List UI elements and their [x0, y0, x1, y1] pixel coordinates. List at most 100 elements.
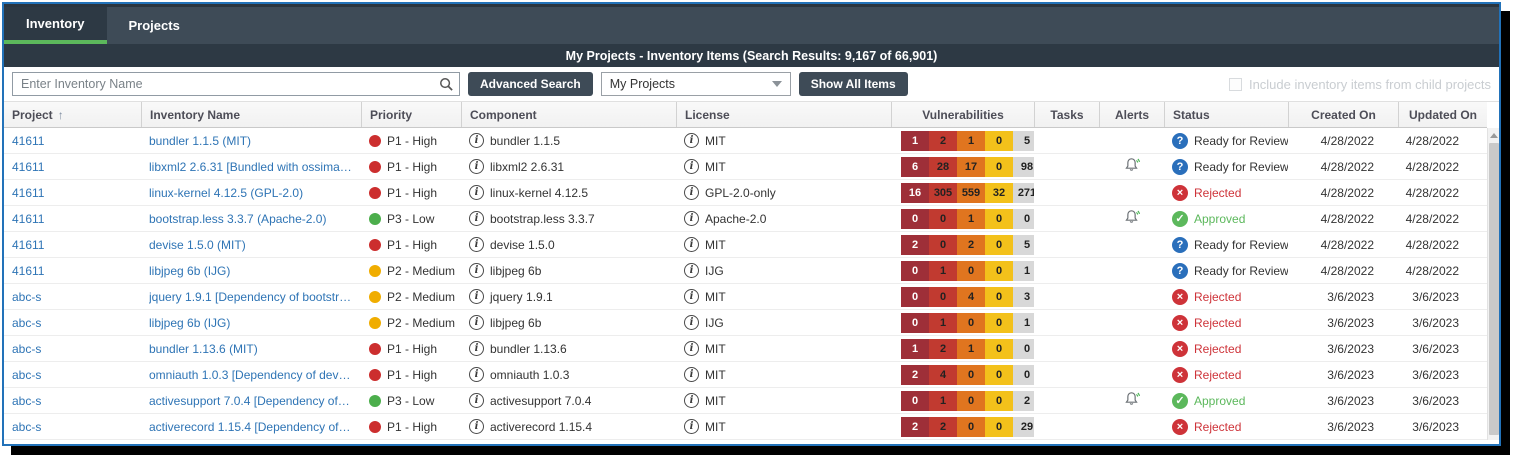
- column-header-created-on[interactable]: Created On: [1288, 102, 1398, 127]
- search-icon[interactable]: [433, 73, 459, 95]
- inventory-name-link[interactable]: bundler 1.13.6 (MIT): [149, 341, 258, 356]
- inventory-name-link[interactable]: jquery 1.9.1 [Dependency of bootstrap.le…: [149, 289, 353, 304]
- project-link[interactable]: abc-s: [12, 341, 42, 356]
- inventory-name-link[interactable]: devise 1.5.0 (MIT): [149, 237, 246, 252]
- license-info-icon[interactable]: i: [684, 211, 699, 226]
- column-header-tasks[interactable]: Tasks: [1034, 102, 1099, 127]
- priority-label: P3 - Low: [387, 211, 435, 226]
- show-all-items-button[interactable]: Show All Items: [798, 72, 908, 96]
- component-info-icon[interactable]: i: [469, 159, 484, 174]
- tasks-cell: [1034, 414, 1099, 439]
- inventory-name-link[interactable]: omniauth 1.0.3 [Dependency of devise 1.5…: [149, 367, 353, 382]
- column-header-license[interactable]: License: [676, 102, 891, 127]
- priority-dot: [369, 290, 381, 303]
- inventory-name-link[interactable]: bundler 1.1.5 (MIT): [149, 133, 252, 148]
- table-row: 41611 devise 1.5.0 (MIT) P1 - High i dev…: [4, 232, 1487, 258]
- table-row: 41611 linux-kernel 4.12.5 (GPL-2.0) P1 -…: [4, 180, 1487, 206]
- project-link[interactable]: 41611: [12, 185, 45, 200]
- license-info-icon[interactable]: i: [684, 185, 699, 200]
- project-link[interactable]: 41611: [12, 133, 45, 148]
- table-row: abc-s bundler 1.13.6 (MIT) P1 - High i b…: [4, 336, 1487, 362]
- vulnerability-bar[interactable]: 1630555932271: [901, 182, 1034, 203]
- alert-bell-icon[interactable]: [1122, 389, 1141, 412]
- license-name: MIT: [705, 133, 726, 148]
- vertical-scrollbar[interactable]: [1487, 128, 1499, 440]
- vulnerability-count: 0: [901, 312, 929, 333]
- priority-label: P2 - Medium: [387, 263, 456, 278]
- include-child-projects-checkbox[interactable]: [1228, 77, 1242, 91]
- inventory-name-link[interactable]: libxml2 2.6.31 [Bundled with ossimage 7.…: [149, 159, 353, 174]
- scroll-up-arrow-icon[interactable]: [1488, 128, 1499, 142]
- license-info-icon[interactable]: i: [684, 237, 699, 252]
- component-info-icon[interactable]: i: [469, 211, 484, 226]
- advanced-search-button[interactable]: Advanced Search: [468, 72, 593, 96]
- vulnerability-bar[interactable]: 2 2 0 0 29: [901, 416, 1034, 437]
- column-header-priority[interactable]: Priority: [361, 102, 461, 127]
- project-link[interactable]: abc-s: [12, 393, 42, 408]
- license-info-icon[interactable]: i: [684, 393, 699, 408]
- tab-projects[interactable]: Projects: [107, 7, 202, 44]
- license-info-icon[interactable]: i: [684, 367, 699, 382]
- toolbar: Advanced Search My Projects Show All Ite…: [4, 67, 1499, 102]
- column-header-component[interactable]: Component: [461, 102, 676, 127]
- component-info-icon[interactable]: i: [469, 133, 484, 148]
- priority-cell: P2 - Medium: [361, 284, 461, 309]
- component-info-icon[interactable]: i: [469, 289, 484, 304]
- license-info-icon[interactable]: i: [684, 289, 699, 304]
- project-link[interactable]: 41611: [12, 263, 45, 278]
- project-link[interactable]: 41611: [12, 159, 45, 174]
- search-input[interactable]: [13, 77, 433, 91]
- license-info-icon[interactable]: i: [684, 315, 699, 330]
- scrollbar-thumb[interactable]: [1489, 143, 1499, 435]
- component-info-icon[interactable]: i: [469, 237, 484, 252]
- license-info-icon[interactable]: i: [684, 419, 699, 434]
- project-link[interactable]: abc-s: [12, 367, 42, 382]
- vulnerability-bar[interactable]: 6 28 17 0 98: [901, 156, 1034, 177]
- component-info-icon[interactable]: i: [469, 263, 484, 278]
- alert-bell-icon[interactable]: [1122, 207, 1141, 230]
- component-info-icon[interactable]: i: [469, 419, 484, 434]
- component-info-icon[interactable]: i: [469, 185, 484, 200]
- alert-bell-icon[interactable]: [1122, 155, 1141, 178]
- inventory-name-link[interactable]: linux-kernel 4.12.5 (GPL-2.0): [149, 185, 304, 200]
- component-info-icon[interactable]: i: [469, 341, 484, 356]
- column-header-updated-on[interactable]: Updated On: [1398, 102, 1487, 127]
- project-link[interactable]: 41611: [12, 211, 45, 226]
- priority-dot: [369, 342, 381, 355]
- project-link[interactable]: abc-s: [12, 289, 42, 304]
- column-header-alerts[interactable]: Alerts: [1099, 102, 1164, 127]
- component-info-icon[interactable]: i: [469, 315, 484, 330]
- component-name: libjpeg 6b: [490, 263, 542, 278]
- license-info-icon[interactable]: i: [684, 133, 699, 148]
- scope-dropdown[interactable]: My Projects: [600, 72, 791, 96]
- component-info-icon[interactable]: i: [469, 393, 484, 408]
- project-link[interactable]: abc-s: [12, 419, 42, 434]
- status-cell: ✓ Approved: [1164, 206, 1288, 231]
- column-header-inventory-name[interactable]: Inventory Name: [141, 102, 361, 127]
- project-link[interactable]: 41611: [12, 237, 45, 252]
- column-header-status[interactable]: Status: [1164, 102, 1288, 127]
- license-info-icon[interactable]: i: [684, 263, 699, 278]
- column-header-project[interactable]: Project ↑: [12, 107, 64, 122]
- inventory-name-link[interactable]: bootstrap.less 3.3.7 (Apache-2.0): [149, 211, 327, 226]
- status-label: Rejected: [1194, 367, 1242, 382]
- project-link[interactable]: abc-s: [12, 315, 42, 330]
- tab-inventory[interactable]: Inventory: [4, 7, 107, 44]
- license-info-icon[interactable]: i: [684, 341, 699, 356]
- column-header-vulnerabilities[interactable]: Vulnerabilities: [891, 102, 1034, 127]
- inventory-name-link[interactable]: libjpeg 6b (IJG): [149, 263, 231, 278]
- license-info-icon[interactable]: i: [684, 159, 699, 174]
- inventory-name-link[interactable]: libjpeg 6b (IJG): [149, 315, 231, 330]
- inventory-name-link[interactable]: activesupport 7.0.4 [Dependency of paper…: [149, 393, 353, 408]
- component-info-icon[interactable]: i: [469, 367, 484, 382]
- inventory-name-link[interactable]: activerecord 1.15.4 [Dependency of rails…: [149, 419, 353, 434]
